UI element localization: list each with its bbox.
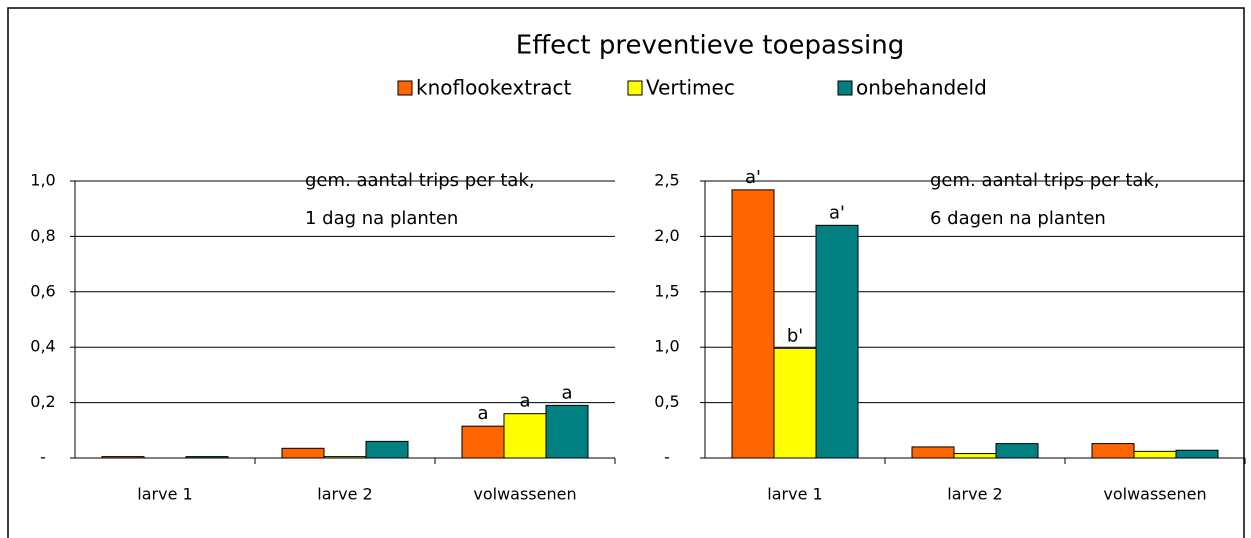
bar [365, 440, 409, 459]
legend-swatch [627, 80, 643, 96]
bar-letter: a [477, 403, 488, 424]
x-tick-label: volwassenen [1103, 485, 1206, 504]
bar-letter: a' [745, 167, 761, 188]
annotation: gem. aantal trips per tak, [930, 170, 1160, 191]
y-tick-label: - [664, 448, 670, 467]
y-tick-label: 2,5 [654, 171, 679, 190]
legend-swatch [397, 80, 413, 96]
x-tick-label: volwassenen [473, 485, 576, 504]
legend-label: onbehandeld [856, 76, 987, 100]
bar-letter: a' [829, 202, 845, 223]
x-tick-label: larve 2 [317, 485, 372, 504]
y-tick-label: 1,5 [654, 281, 679, 300]
bar [731, 189, 775, 459]
y-tick-label: 1,0 [654, 337, 679, 356]
bar [185, 456, 229, 459]
bar [461, 425, 505, 459]
frame [7, 7, 1245, 538]
bar [1133, 450, 1177, 459]
annotation: 6 dagen na planten [930, 208, 1106, 229]
bar [1091, 443, 1135, 459]
bar-letter: a [561, 382, 572, 403]
legend-label: knoflookextract [416, 76, 572, 100]
y-tick-label: - [40, 448, 46, 467]
bar-letter: a [519, 391, 530, 412]
bar [503, 413, 547, 459]
y-tick-label: 0,2 [30, 392, 55, 411]
bar [323, 456, 367, 459]
bar [995, 443, 1039, 459]
bar [911, 446, 955, 459]
y-tick-label: 1,0 [30, 171, 55, 190]
annotation: 1 dag na planten [305, 208, 458, 229]
x-tick-label: larve 2 [947, 485, 1002, 504]
bar [773, 347, 817, 459]
bar-letter: b' [787, 325, 803, 346]
bar [281, 447, 325, 459]
legend-swatch [837, 80, 853, 96]
legend-label: Vertimec [646, 76, 735, 100]
y-tick-label: 0,8 [30, 226, 55, 245]
bar [101, 456, 145, 459]
y-tick-label: 0,6 [30, 281, 55, 300]
bar [1175, 449, 1219, 459]
x-tick-label: larve 1 [767, 485, 822, 504]
bar [815, 224, 859, 459]
bar [545, 404, 589, 459]
y-tick-label: 0,5 [654, 392, 679, 411]
annotation: gem. aantal trips per tak, [305, 170, 535, 191]
chart-title: Effect preventieve toepassing [516, 31, 904, 61]
x-tick-label: larve 1 [137, 485, 192, 504]
y-tick-label: 0,4 [30, 337, 55, 356]
bar [953, 453, 997, 459]
y-tick-label: 2,0 [654, 226, 679, 245]
